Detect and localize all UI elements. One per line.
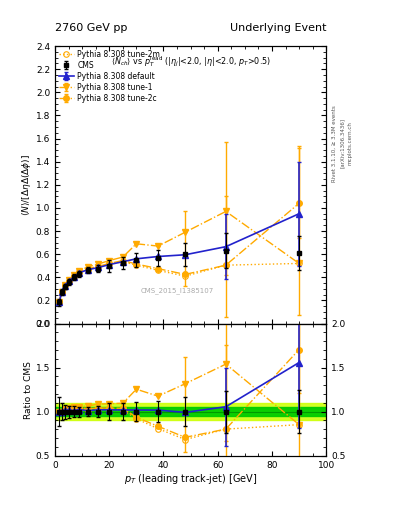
- Text: CMS_2015_I1385107: CMS_2015_I1385107: [140, 287, 214, 293]
- Pythia 8.308 tune-2m: [297, 261, 301, 267]
- Pythia 8.308 tune-2m: [85, 266, 90, 272]
- Pythia 8.308 tune-2m: [134, 262, 139, 268]
- Pythia 8.308 tune-2m: [59, 289, 64, 295]
- Pythia 8.308 tune-2m: [77, 269, 82, 275]
- Pythia 8.308 tune-2m: [62, 282, 67, 288]
- Pythia 8.308 tune-2m: [66, 278, 71, 284]
- Text: mcplots.cern.ch: mcplots.cern.ch: [348, 121, 353, 165]
- Bar: [55, 403, 326, 420]
- Pythia 8.308 tune-2m: [72, 273, 76, 279]
- Text: 2760 GeV pp: 2760 GeV pp: [55, 23, 127, 33]
- Bar: [55, 407, 326, 416]
- Pythia 8.308 tune-2m: [224, 262, 228, 268]
- Pythia 8.308 tune-2m: [96, 264, 101, 270]
- Pythia 8.308 tune-2m: [107, 261, 112, 267]
- X-axis label: $p_T$ (leading track-jet) [GeV]: $p_T$ (leading track-jet) [GeV]: [124, 472, 257, 486]
- Pythia 8.308 tune-2m: [57, 299, 61, 305]
- Text: $\langle N_{ch} \rangle$ vs $p_T^{\rm lead}$ ($|\eta_j|$<2.0, $|\eta|$<2.0, $p_T: $\langle N_{ch} \rangle$ vs $p_T^{\rm le…: [110, 54, 271, 69]
- Pythia 8.308 tune-2m: [183, 273, 187, 279]
- Pythia 8.308 tune-2m: [120, 259, 125, 265]
- Y-axis label: $\langle N \rangle / [\Delta\eta\Delta(\Delta\phi)]$: $\langle N \rangle / [\Delta\eta\Delta(\…: [20, 154, 33, 216]
- Text: [arXiv:1306.3436]: [arXiv:1306.3436]: [340, 118, 345, 168]
- Pythia 8.308 tune-2m: [156, 267, 160, 273]
- Y-axis label: Ratio to CMS: Ratio to CMS: [24, 360, 33, 418]
- Text: Underlying Event: Underlying Event: [230, 23, 326, 33]
- Legend: Pythia 8.308 tune-2m, CMS, Pythia 8.308 default, Pythia 8.308 tune-1, Pythia 8.3: Pythia 8.308 tune-2m, CMS, Pythia 8.308 …: [57, 48, 162, 104]
- Text: Rivet 3.1.10, ≥ 3.3M events: Rivet 3.1.10, ≥ 3.3M events: [332, 105, 337, 182]
- Line: Pythia 8.308 tune-2m: Pythia 8.308 tune-2m: [56, 259, 302, 305]
